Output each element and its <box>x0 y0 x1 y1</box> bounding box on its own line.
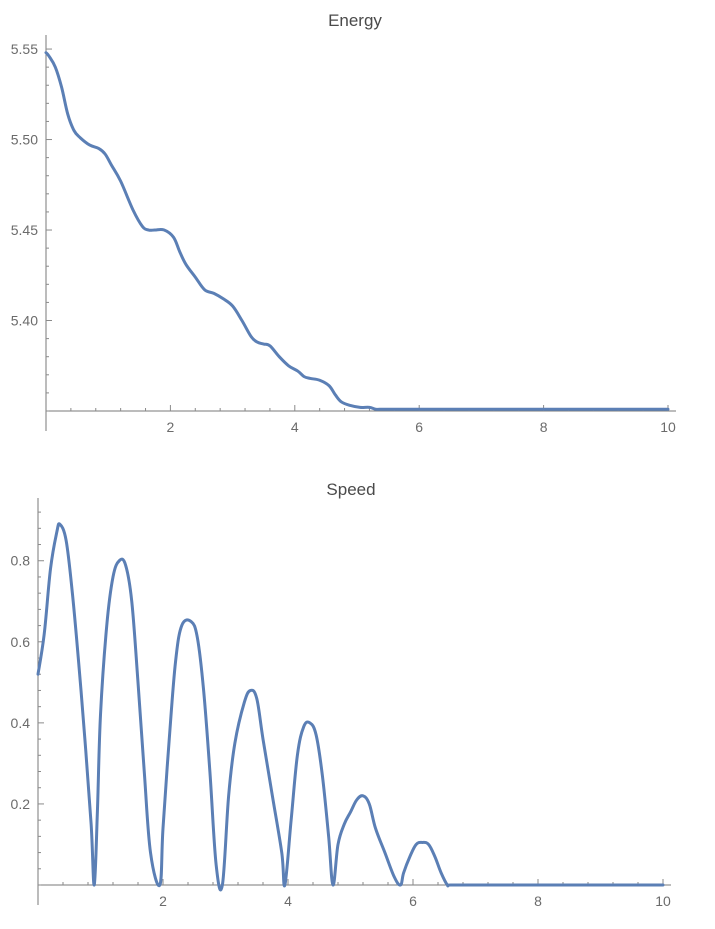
speed-y-tick-label: 0.6 <box>11 634 31 650</box>
energy-x-tick-label: 8 <box>540 419 548 435</box>
speed-x-tick-label: 10 <box>655 893 671 909</box>
energy-chart: Energy 2 4 6 8 10 5.40 5.45 5.50 5.55 <box>11 11 676 435</box>
speed-x-tick-label: 2 <box>159 893 167 909</box>
speed-x-tick-label: 6 <box>409 893 417 909</box>
energy-x-tick-label: 2 <box>167 419 175 435</box>
speed-x-tick-label: 4 <box>284 893 292 909</box>
energy-y-tick-label: 5.45 <box>11 222 38 238</box>
speed-y-tick-label: 0.4 <box>11 715 31 731</box>
energy-x-tick-label: 6 <box>415 419 423 435</box>
energy-x-tick-label: 10 <box>660 419 676 435</box>
energy-series-line <box>44 51 670 411</box>
speed-x-tick-label: 8 <box>534 893 542 909</box>
energy-y-tick-label: 5.55 <box>11 41 38 57</box>
energy-chart-title: Energy <box>328 11 382 30</box>
speed-series-line <box>36 522 665 892</box>
speed-y-tick-label: 0.8 <box>11 553 31 569</box>
speed-chart-title: Speed <box>326 480 375 499</box>
speed-chart: Speed 2 4 6 8 10 0.2 0.4 0.6 0.8 <box>11 480 671 909</box>
energy-y-tick-label: 5.50 <box>11 132 38 148</box>
energy-y-tick-label: 5.40 <box>11 313 38 329</box>
speed-y-tick-label: 0.2 <box>11 796 31 812</box>
energy-x-tick-label: 4 <box>291 419 299 435</box>
